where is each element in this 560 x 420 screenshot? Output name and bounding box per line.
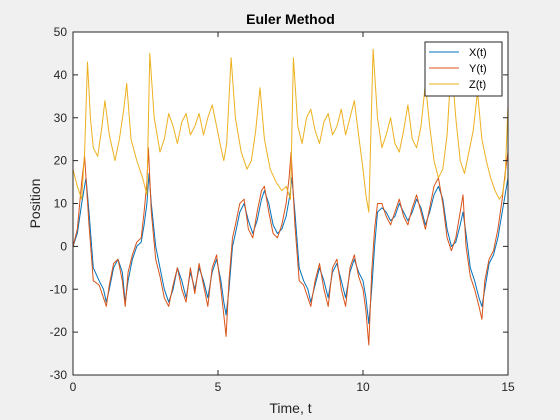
y-tick-label: 50 — [54, 25, 68, 39]
x-axis-title: Time, t — [269, 400, 311, 416]
y-tick-label: -10 — [50, 282, 68, 296]
y-axis-title: Position — [27, 179, 43, 229]
x-tick-label: 5 — [215, 380, 222, 394]
legend-label-zt: Z(t) — [469, 79, 486, 91]
series-line-xt — [72, 173, 509, 325]
y-tick-label: 40 — [54, 68, 68, 82]
x-tick-label: 15 — [501, 380, 515, 394]
x-tick-label: 0 — [70, 380, 77, 394]
y-tick-label: -30 — [50, 368, 68, 382]
y-tick-label: 10 — [54, 197, 68, 211]
axes-layer: 0 5 10 15 -30 -20 -10 0 10 20 30 40 50 — [50, 25, 515, 394]
series-line-zt — [72, 48, 509, 213]
y-tick-label: 30 — [54, 111, 68, 125]
y-tick-label: -20 — [50, 325, 68, 339]
legend: X(t) Y(t) Z(t) — [424, 41, 503, 97]
chart-title: Euler Method — [246, 11, 335, 27]
legend-label-xt: X(t) — [469, 47, 487, 59]
series-layer — [72, 48, 509, 346]
legend-box — [424, 41, 503, 97]
y-tick-label: 0 — [60, 239, 67, 253]
series-line-yt — [72, 147, 509, 346]
x-tick-label: 10 — [356, 380, 370, 394]
legend-label-yt: Y(t) — [469, 63, 487, 75]
y-tick-label: 20 — [54, 154, 68, 168]
